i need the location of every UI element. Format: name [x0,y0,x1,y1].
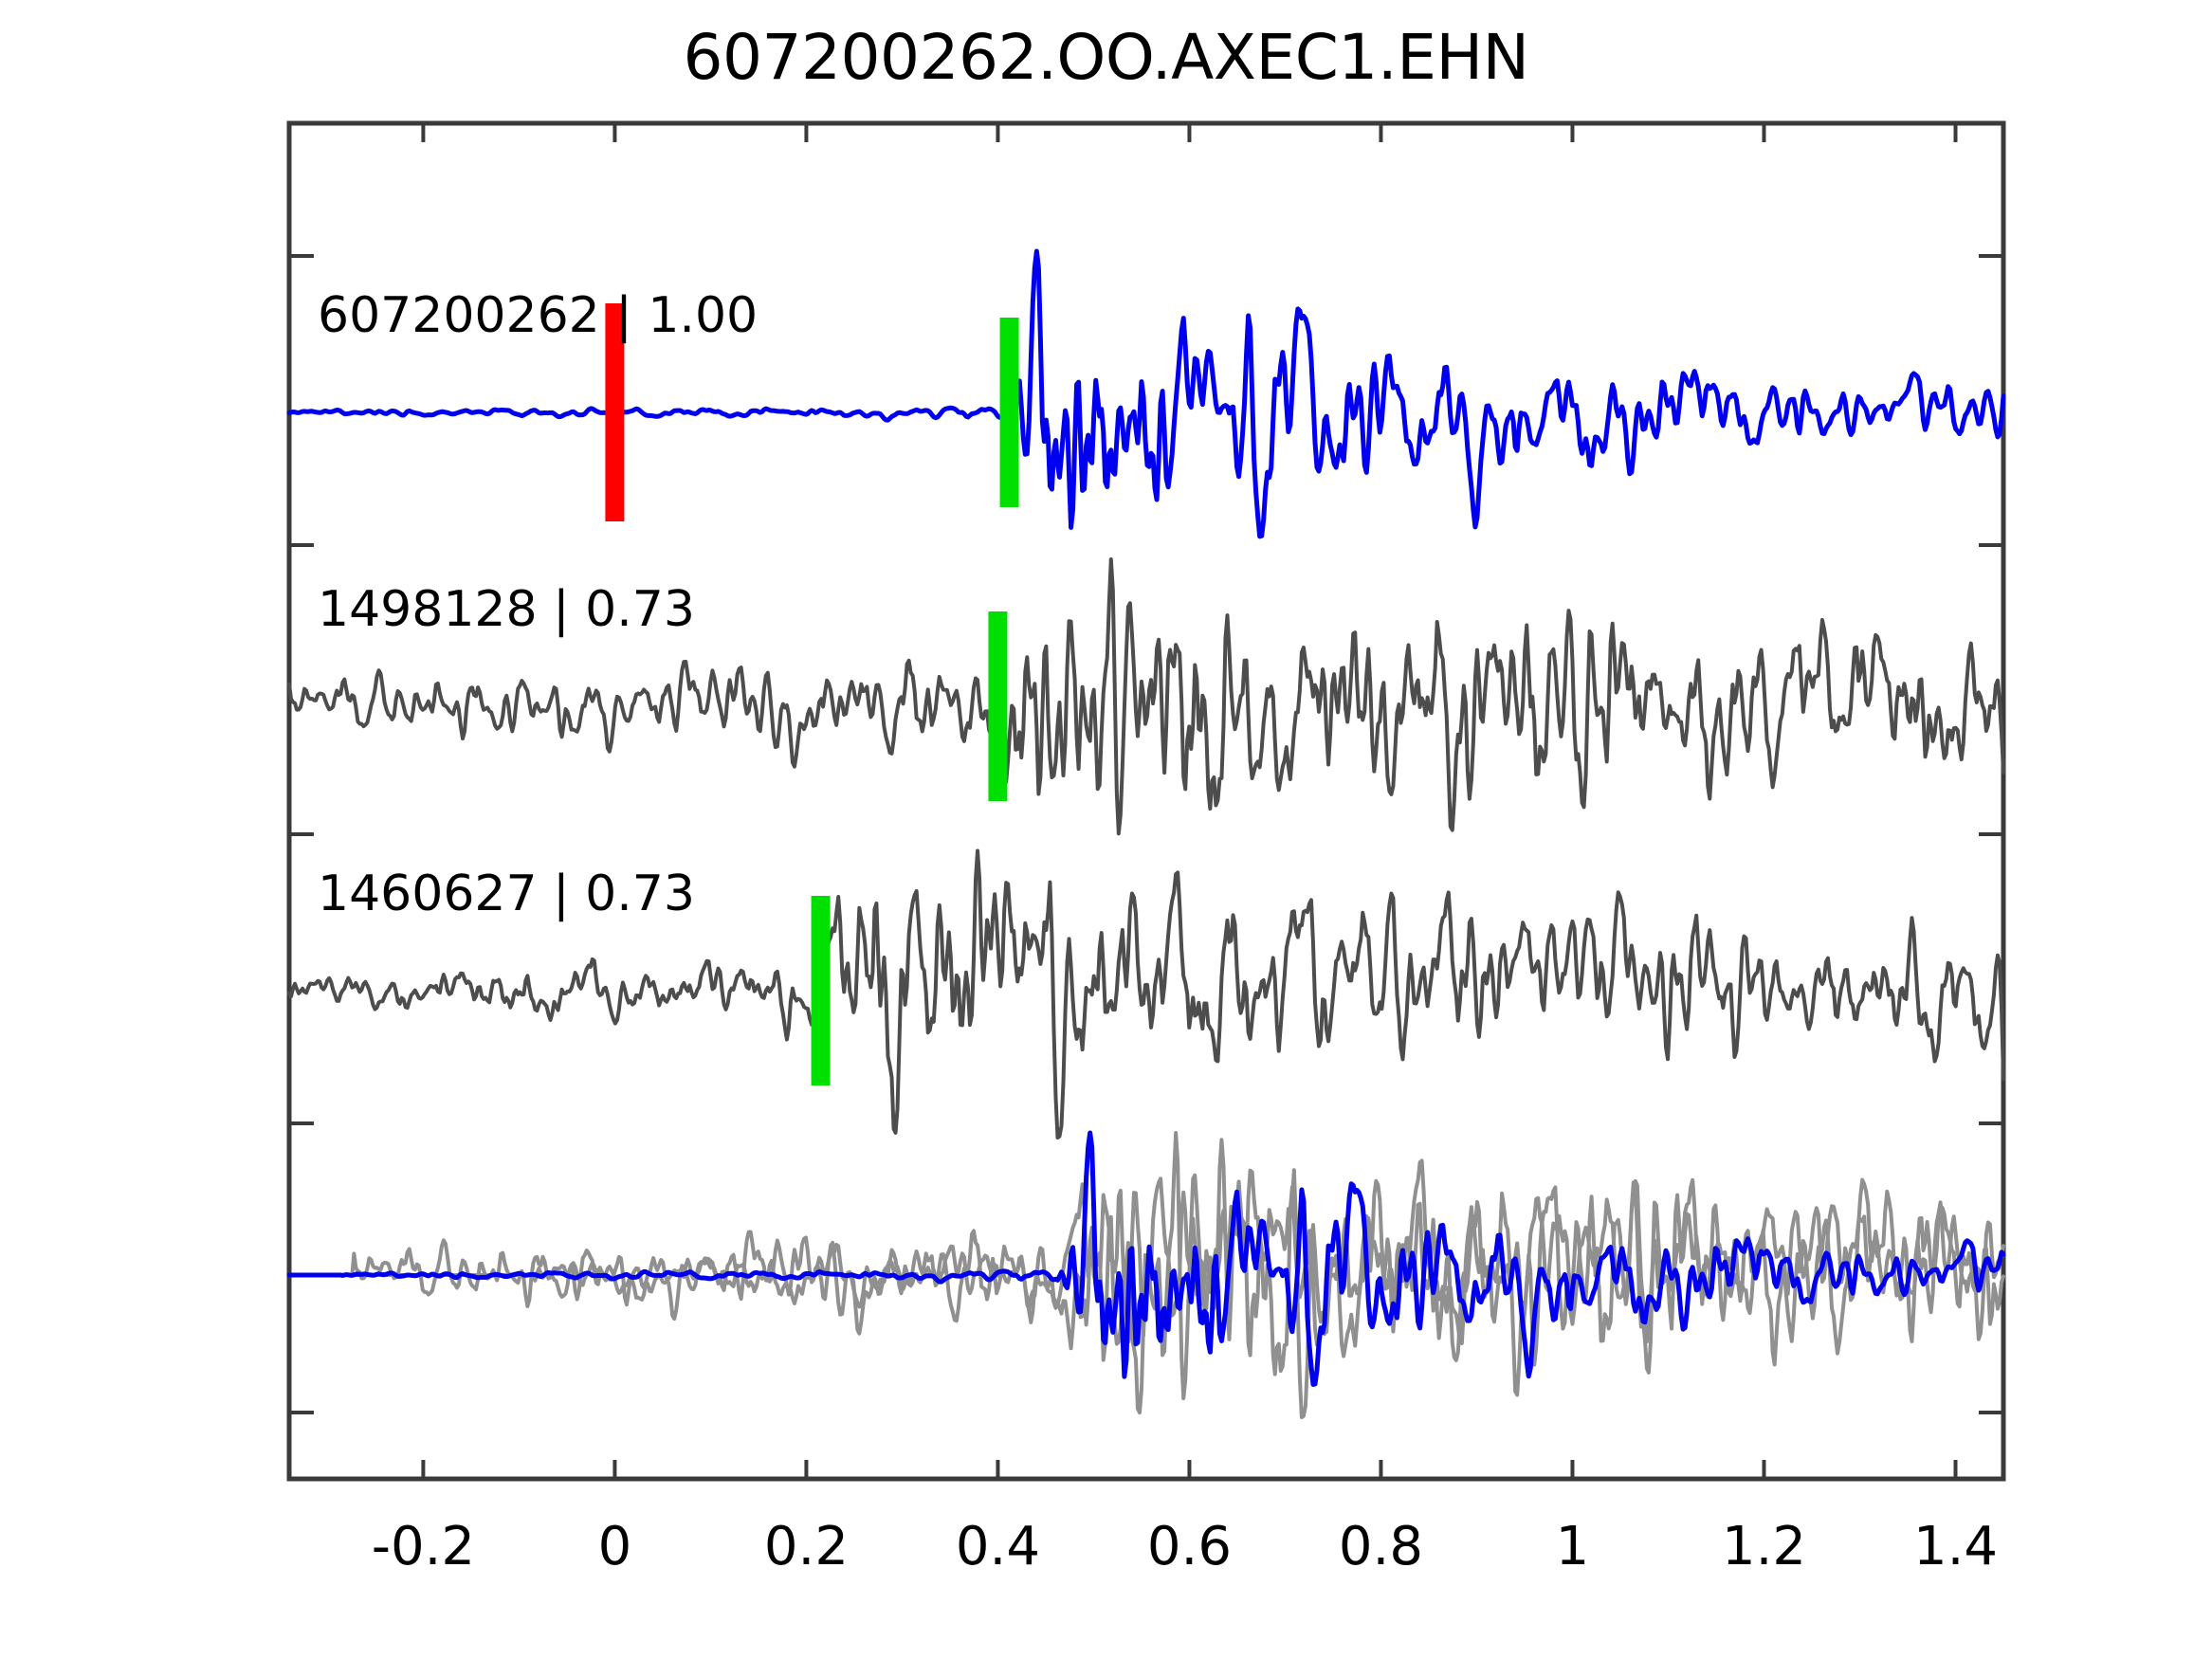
x-tick-label: 0.2 [764,1516,849,1577]
waveform-traces [286,248,2006,1419]
overlay-trace-607200262 [286,1130,2006,1387]
trace-labels: 607200262 | 1.00 1498128 | 0.73 1460627 | … [318,287,758,922]
trace-label-1498128: 1498128 | 0.73 [318,581,695,638]
waveform-trace-1498128 [287,557,2005,836]
axis-ticks: -0.2 0 0.2 0.4 0.6 0.8 1 1.2 1.4 [289,123,2003,1577]
x-tick-label: 1.4 [1913,1516,1998,1577]
x-tick-label: 0.4 [956,1516,1040,1577]
pick-markers [605,303,1019,1085]
waveform-trace-607200262 [286,248,2006,539]
x-tick-label: 1 [1556,1516,1590,1577]
trace-label-607200262: 607200262 | 1.00 [318,287,758,344]
waveform-trace-1460627 [287,848,2005,1139]
x-tick-label: 0 [598,1516,632,1577]
x-tick-label: 0.8 [1339,1516,1423,1577]
trace-label-1460627: 1460627 | 0.73 [318,866,695,922]
x-tick-label: 0.6 [1147,1516,1232,1577]
x-tick-label: 1.2 [1722,1516,1806,1577]
x-tick-label: -0.2 [372,1516,475,1577]
axes-frame [286,120,2006,1482]
page-title: 607200262.OO.AXEC1.EHN [683,21,1529,94]
